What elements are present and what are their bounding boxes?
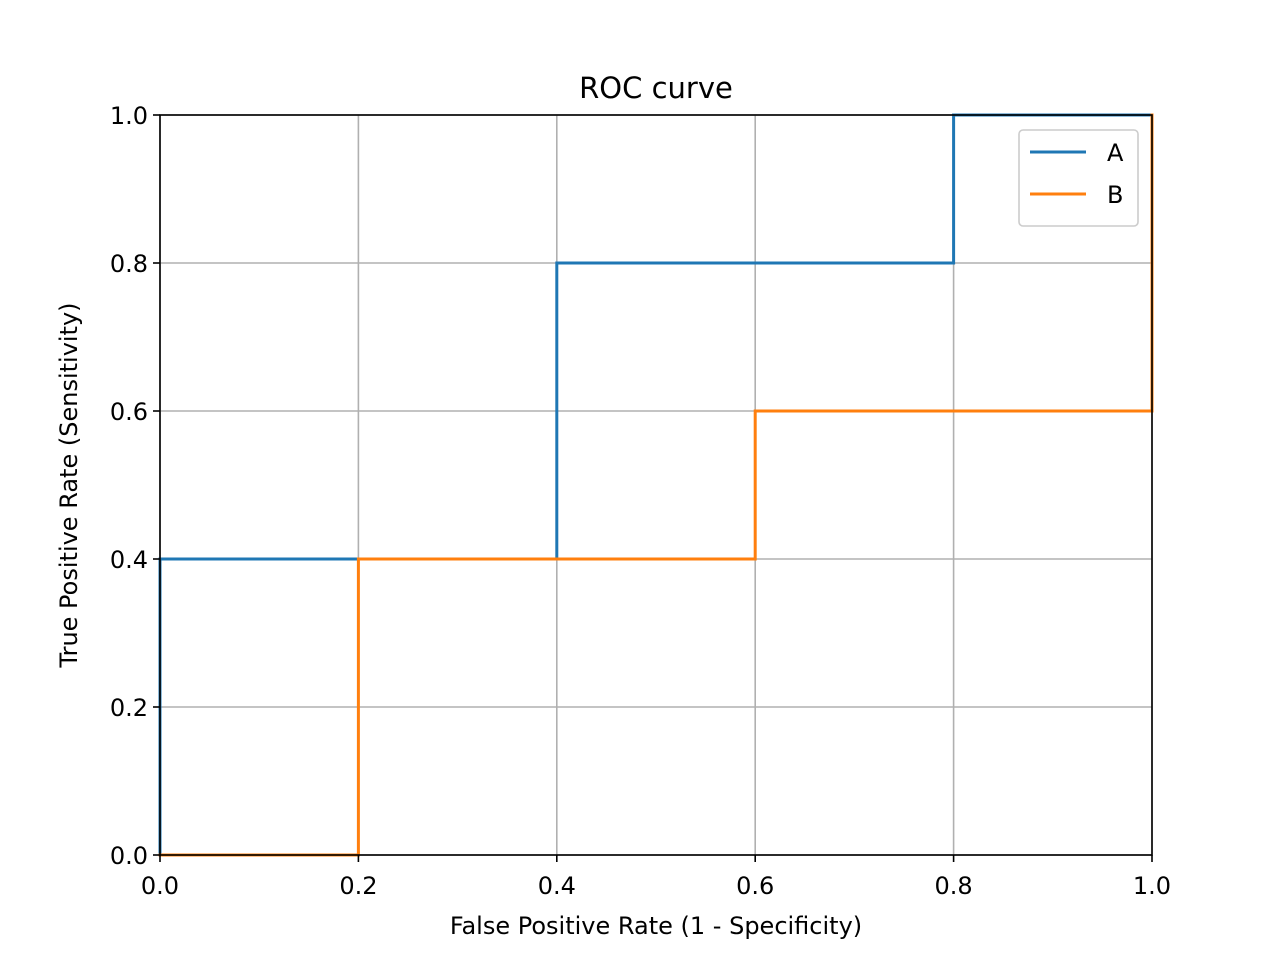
- y-tick-label: 0.6: [110, 398, 148, 426]
- legend-label-b: B: [1107, 181, 1123, 209]
- y-tick-label: 0.8: [110, 250, 148, 278]
- x-tick-label: 0.4: [538, 872, 576, 900]
- y-tick-label: 1.0: [110, 102, 148, 130]
- legend-label-a: A: [1107, 139, 1124, 167]
- series-line-a: [158, 113, 1154, 857]
- plot-frame: [159, 114, 1153, 856]
- x-tick-label: 0.2: [339, 872, 377, 900]
- legend: AB: [1018, 129, 1139, 227]
- series-lines: [158, 113, 1154, 857]
- y-axis-label: True Positive Rate (Sensitivity): [55, 302, 83, 668]
- x-axis-label: False Positive Rate (1 - Specificity): [450, 912, 862, 940]
- chart-title: ROC curve: [579, 71, 733, 105]
- x-tick-label: 1.0: [1133, 872, 1171, 900]
- grid: [159, 114, 1153, 856]
- x-tick-label: 0.0: [141, 872, 179, 900]
- axes: 0.0 0.2 0.4 0.6 0.8 1.0 0.0 0.2 0.4 0.6 0.8 1.0: [110, 102, 1171, 900]
- series-line-b: [158, 113, 1154, 857]
- y-tick-label: 0.4: [110, 546, 148, 574]
- x-tick-label: 0.8: [935, 872, 973, 900]
- y-tick-label: 0.0: [110, 842, 148, 870]
- y-tick-label: 0.2: [110, 694, 148, 722]
- legend-box: [1018, 129, 1139, 227]
- x-tick-label: 0.6: [736, 872, 774, 900]
